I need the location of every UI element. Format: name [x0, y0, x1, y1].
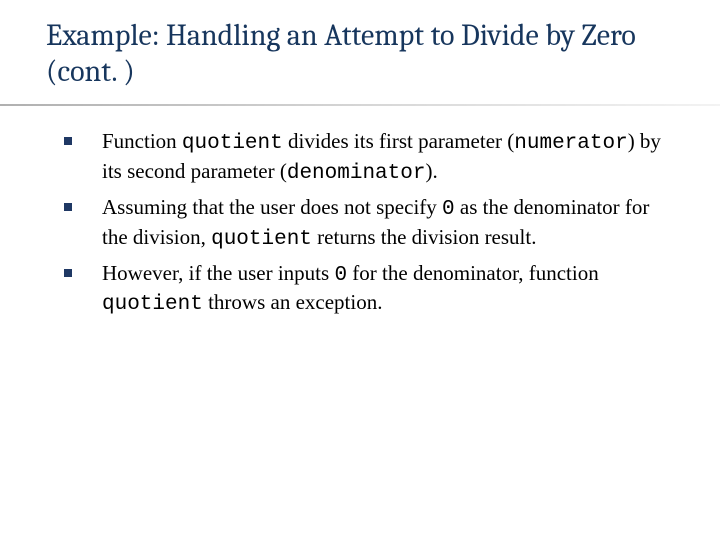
text-run: divides its first parameter ( [283, 129, 515, 153]
text-run: for the denominator, function [347, 261, 599, 285]
text-run: Function [102, 129, 182, 153]
title-underline [0, 104, 720, 106]
bullet-list: Function quotient divides its first para… [60, 128, 670, 319]
bullet-square-icon [64, 203, 72, 211]
slide-title: Example: Handling an Attempt to Divide b… [46, 18, 686, 90]
text-run: ). [425, 159, 437, 183]
bullet-item: However, if the user inputs 0 for the de… [60, 260, 670, 320]
bullet-item: Assuming that the user does not specify … [60, 194, 670, 254]
text-run: Assuming that the user does not specify [102, 195, 442, 219]
bullet-item: Function quotient divides its first para… [60, 128, 670, 188]
code-run: denominator [287, 162, 426, 185]
slide-body: Function quotient divides its first para… [60, 128, 670, 325]
slide: Example: Handling an Attempt to Divide b… [0, 0, 720, 540]
code-run: 0 [334, 264, 347, 287]
code-run: 0 [442, 198, 455, 221]
text-run: throws an exception. [203, 290, 383, 314]
text-run: However, if the user inputs [102, 261, 334, 285]
code-run: quotient [182, 132, 283, 155]
code-run: quotient [102, 293, 203, 316]
bullet-square-icon [64, 269, 72, 277]
code-run: numerator [514, 132, 627, 155]
bullet-square-icon [64, 137, 72, 145]
text-run: returns the division result. [312, 225, 537, 249]
code-run: quotient [211, 228, 312, 251]
